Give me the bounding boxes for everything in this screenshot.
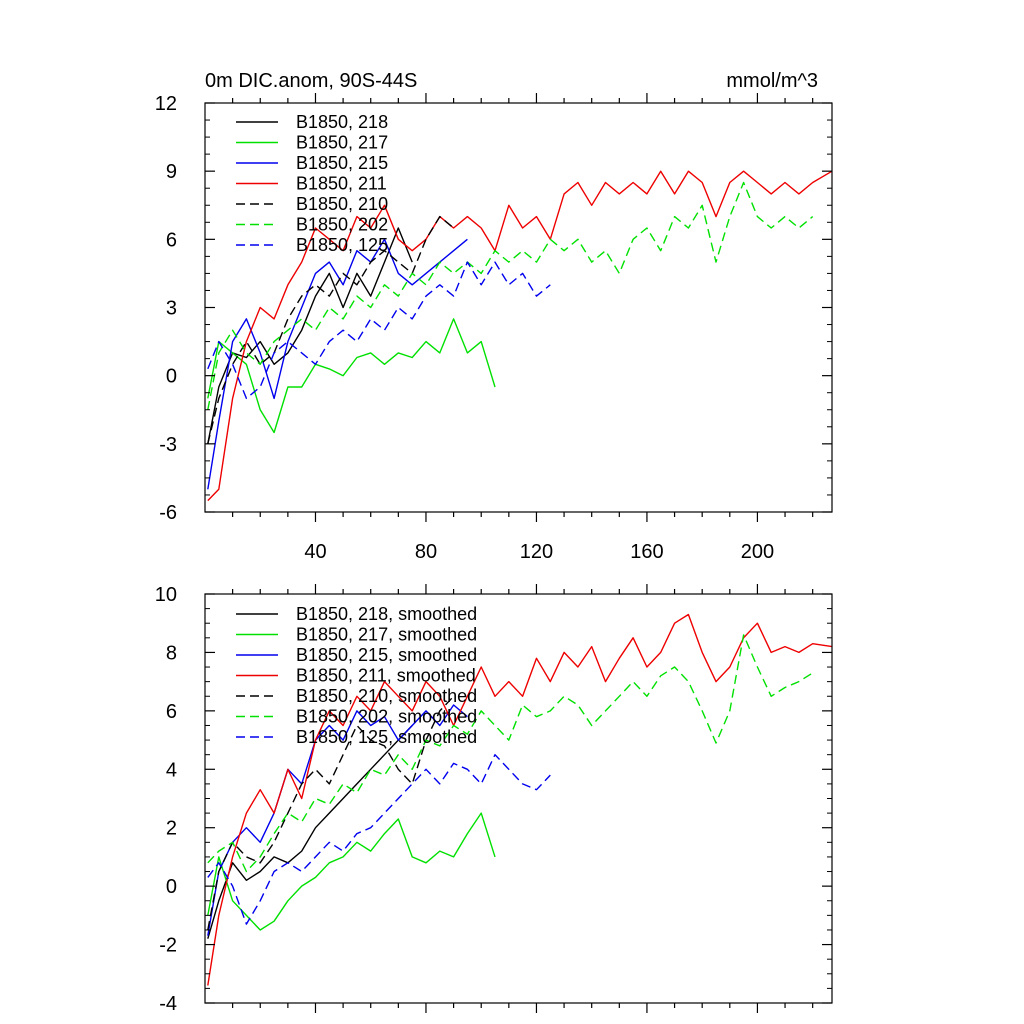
x-tick-label: 40 — [304, 541, 326, 563]
legend-label: B1850, 125 — [296, 235, 388, 255]
y-tick-label: -4 — [159, 993, 177, 1015]
legend-label: B1850, 218 — [296, 112, 388, 132]
legend-label: B1850, 217 — [296, 133, 388, 153]
legend-label: B1850, 202 — [296, 215, 388, 235]
y-tick-label: 2 — [166, 818, 177, 840]
top-units: mmol/m^3 — [726, 70, 818, 92]
legend-label: B1850, 202, smoothed — [296, 707, 477, 727]
legend-label: B1850, 215 — [296, 153, 388, 173]
y-tick-label: 10 — [155, 584, 177, 606]
legend-label: B1850, 210 — [296, 194, 388, 214]
x-tick-label: 200 — [741, 541, 774, 563]
x-tick-label: 160 — [630, 541, 663, 563]
y-tick-label: 0 — [166, 366, 177, 388]
series-line-0-2 — [207, 238, 468, 490]
y-tick-label: 6 — [166, 229, 177, 251]
series-line-0-6 — [207, 261, 551, 400]
top-axes: -6 -3 0 3 6 9 12 40 80 120 160 200 — [155, 93, 833, 563]
series-line-0-5 — [207, 181, 814, 410]
legend-label: B1850, 210, smoothed — [296, 686, 477, 706]
top-series-group — [207, 170, 833, 502]
y-tick-label: 4 — [166, 759, 177, 781]
y-tick-label: -2 — [159, 935, 177, 957]
y-tick-label: 12 — [155, 93, 177, 115]
y-tick-label: 9 — [166, 161, 177, 183]
y-tick-label: 8 — [166, 642, 177, 664]
bottom-series-group — [207, 613, 833, 986]
bottom-axes: -4 -2 0 2 4 6 8 10 — [155, 584, 833, 1015]
series-line-1-5 — [207, 634, 814, 873]
legend-label: B1850, 211, smoothed — [296, 666, 476, 686]
y-tick-label: 3 — [166, 298, 177, 320]
series-line-1-0 — [207, 725, 413, 939]
x-tick-label: 80 — [415, 541, 437, 563]
series-line-1-2 — [207, 704, 468, 936]
series-line-0-3 — [207, 170, 833, 502]
series-line-1-4 — [207, 695, 455, 931]
y-tick-label: -3 — [159, 434, 177, 456]
legend-label: B1850, 125, smoothed — [296, 727, 477, 747]
legend-label: B1850, 211 — [296, 174, 387, 194]
series-line-0-1 — [207, 318, 496, 434]
top-panel: 0m DIC.anom, 90S-44S mmol/m^3 -6 -3 0 3 6 9 12… — [155, 70, 833, 563]
y-tick-label: 6 — [166, 701, 177, 723]
y-tick-label: -6 — [159, 502, 177, 524]
series-line-1-1 — [207, 812, 496, 931]
series-line-1-6 — [207, 754, 551, 925]
series-line-1-3 — [207, 613, 833, 986]
top-title: 0m DIC.anom, 90S-44S — [205, 70, 417, 92]
series-line-0-0 — [207, 227, 413, 444]
legend-label: B1850, 218, smoothed — [296, 604, 477, 624]
y-tick-label: 0 — [166, 876, 177, 898]
legend-label: B1850, 217, smoothed — [296, 625, 477, 645]
x-tick-label: 120 — [520, 541, 553, 563]
legend-label: B1850, 215, smoothed — [296, 645, 477, 665]
